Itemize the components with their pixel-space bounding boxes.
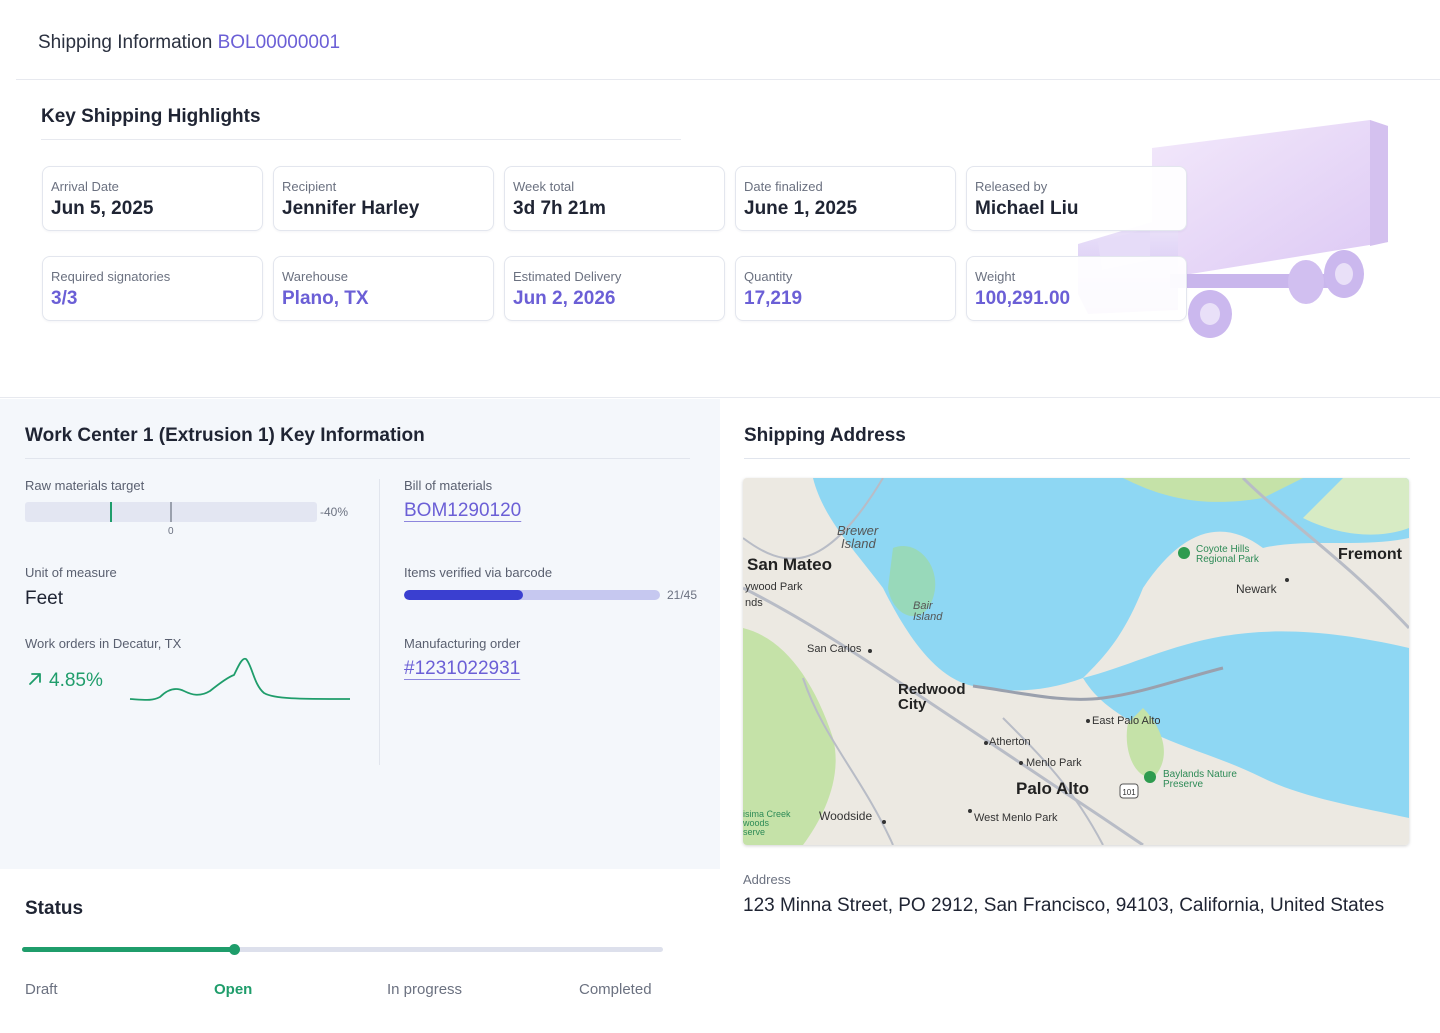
card-value: Michael Liu [975, 198, 1079, 219]
highlights-title: Key Shipping Highlights [41, 106, 261, 127]
address-label: Address [743, 872, 791, 887]
card-value: Jennifer Harley [282, 198, 420, 219]
card-label: Date finalized [744, 179, 823, 194]
map-label-brewer: Brewer Island [837, 523, 879, 551]
manufacturing-order-link[interactable]: #1231022931 [404, 658, 521, 679]
card-value: 3d 7h 21m [513, 198, 606, 219]
page-title-text: Shipping Information [38, 32, 213, 53]
map-label-west-menlo: West Menlo Park [974, 812, 1058, 824]
card-value: June 1, 2025 [744, 198, 858, 219]
card-value: 100,291.00 [975, 288, 1071, 309]
card-quantity: Quantity 17,219 [735, 256, 956, 321]
status-track [22, 944, 663, 955]
map-label-east-palo-alto: East Palo Alto [1092, 715, 1161, 727]
status-step-draft[interactable]: Draft [25, 981, 58, 998]
work-orders-label: Work orders in Decatur, TX [25, 636, 182, 651]
status-title: Status [25, 898, 84, 919]
raw-materials-actual-marker [110, 502, 112, 522]
highlights-divider [41, 139, 681, 140]
card-label: Estimated Delivery [513, 269, 622, 284]
status-step-in-progress[interactable]: In progress [387, 981, 463, 998]
work-orders-sparkline [129, 657, 351, 701]
raw-materials-label: Raw materials target [25, 478, 145, 493]
card-warehouse: Warehouse Plano, TX [273, 256, 494, 321]
barcode-progress-bar [404, 590, 660, 600]
card-label: Weight [975, 269, 1016, 284]
card-value: 17,219 [744, 288, 803, 309]
card-label: Required signatories [51, 269, 171, 284]
manufacturing-order-label: Manufacturing order [404, 636, 521, 651]
raw-materials-bar [25, 502, 317, 522]
map-label-redwood: Redwood City [898, 681, 966, 713]
key-shipping-highlights: Key Shipping Highlights Arrival Date Jun… [0, 80, 1440, 398]
card-label: Warehouse [282, 269, 348, 284]
map-label-coyote: Coyote Hills Regional Park [1196, 544, 1260, 565]
work-orders-trend: 4.85% [27, 670, 103, 692]
shipping-address-divider [744, 458, 1410, 459]
barcode-count: 21/45 [667, 588, 698, 602]
map-label-purisima: isima Creek woods serve [743, 809, 791, 837]
map-label-menlo-park: Menlo Park [1026, 757, 1082, 769]
raw-materials-zero-label: 0 [168, 526, 174, 537]
address-value: 123 Minna Street, PO 2912, San Francisco… [743, 895, 1385, 916]
map-label-atherton: Atherton [989, 736, 1031, 748]
map-label-bair: Bair Island [913, 600, 943, 623]
map-label-haywood: ywood Park [745, 581, 803, 593]
unit-label: Unit of measure [25, 565, 117, 580]
barcode-label: Items verified via barcode [404, 565, 553, 580]
card-released-by: Released by Michael Liu [966, 166, 1187, 231]
status-panel: Status Draft Open In progress Completed [0, 869, 720, 1033]
card-label: Arrival Date [51, 179, 119, 194]
work-center-panel: Work Center 1 (Extrusion 1) Key Informat… [0, 399, 720, 869]
bom-link[interactable]: BOM1290120 [404, 500, 522, 521]
card-weight: Weight 100,291.00 [966, 256, 1187, 321]
column-divider [379, 479, 380, 765]
card-value: Jun 5, 2025 [51, 198, 154, 219]
card-label: Released by [975, 179, 1048, 194]
card-value: Plano, TX [282, 288, 369, 309]
page-header: Shipping Information BOL00000001 [16, 0, 1440, 80]
map-canvas[interactable]: Brewer Island San Mateo ywood Park nds Ba… [743, 478, 1409, 845]
card-required-signatories: Required signatories 3/3 [42, 256, 263, 321]
shipping-map[interactable]: Brewer Island San Mateo ywood Park nds Ba… [743, 478, 1409, 845]
map-label-palo-alto: Palo Alto [1016, 779, 1089, 798]
status-step-completed[interactable]: Completed [579, 981, 652, 998]
card-label: Recipient [282, 179, 337, 194]
status-step-open[interactable]: Open [214, 981, 253, 998]
map-label-woodside: Woodside [819, 809, 872, 823]
card-date-finalized: Date finalized June 1, 2025 [735, 166, 956, 231]
unit-value: Feet [25, 588, 64, 609]
card-arrival-date: Arrival Date Jun 5, 2025 [42, 166, 263, 231]
map-label-nds: nds [745, 597, 763, 609]
bom-label: Bill of materials [404, 478, 493, 493]
shipping-address-panel: Shipping Address [720, 399, 1440, 1033]
arrow-up-right-icon [29, 673, 41, 685]
card-week-total: Week total 3d 7h 21m [504, 166, 725, 231]
map-label-fremont: Fremont [1338, 546, 1403, 563]
map-label-newark: Newark [1236, 582, 1278, 596]
bol-number[interactable]: BOL00000001 [217, 32, 341, 53]
work-center-title: Work Center 1 (Extrusion 1) Key Informat… [25, 425, 425, 446]
raw-materials-zero-marker [170, 502, 172, 522]
card-recipient: Recipient Jennifer Harley [273, 166, 494, 231]
map-label-san-carlos: San Carlos [807, 643, 862, 655]
shipping-address-title: Shipping Address [744, 425, 906, 446]
map-label-san-mateo: San Mateo [747, 555, 832, 574]
status-current-marker [229, 944, 240, 955]
card-label: Week total [513, 179, 575, 194]
page-title: Shipping Information BOL00000001 [38, 32, 340, 54]
raw-materials-percent: -40% [320, 505, 349, 519]
card-label: Quantity [744, 269, 793, 284]
card-estimated-delivery: Estimated Delivery Jun 2, 2026 [504, 256, 725, 321]
map-label-highway: 101 [1122, 788, 1136, 797]
barcode-progress-fill [404, 590, 524, 600]
work-orders-trend-value: 4.85% [49, 670, 103, 691]
map-label-baylands: Baylands Nature Preserve [1163, 769, 1237, 790]
work-center-divider [25, 458, 690, 459]
card-value: Jun 2, 2026 [513, 288, 616, 309]
status-track-fill [22, 947, 234, 952]
card-value: 3/3 [51, 288, 78, 309]
